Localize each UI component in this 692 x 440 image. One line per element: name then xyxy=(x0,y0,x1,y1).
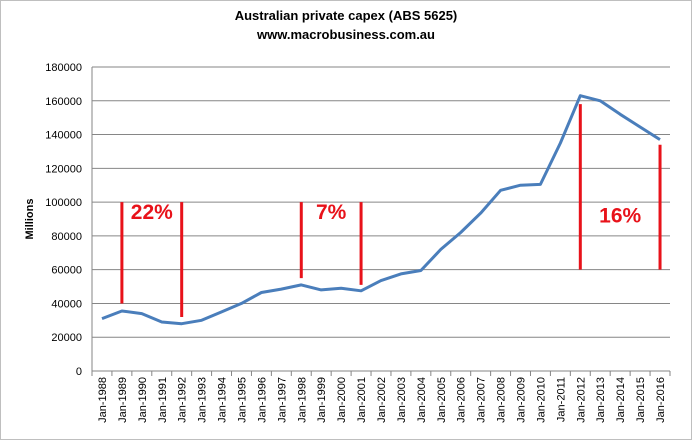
x-tick-label: Jan-1997 xyxy=(276,377,288,423)
x-tick-label: Jan-1998 xyxy=(296,377,308,423)
y-tick-label: 20000 xyxy=(51,332,82,344)
y-tick-label: 100000 xyxy=(45,197,82,209)
annotation-label: 16% xyxy=(599,204,641,227)
x-tick-label: Jan-2010 xyxy=(535,377,547,423)
x-tick-label: Jan-1994 xyxy=(217,377,229,423)
y-tick-label: 120000 xyxy=(45,163,82,175)
chart-subtitle: www.macrobusiness.com.au xyxy=(257,27,435,42)
x-tick-label: Jan-2005 xyxy=(436,377,448,423)
x-tick-label: Jan-1993 xyxy=(197,377,209,423)
x-tick-label: Jan-2003 xyxy=(396,377,408,423)
y-axis-label: Millions xyxy=(24,199,36,240)
x-tick-label: Jan-2007 xyxy=(476,377,488,423)
x-tick-label: Jan-1989 xyxy=(117,377,129,423)
x-tick-label: Jan-2011 xyxy=(555,377,567,422)
x-tick-label: Jan-2009 xyxy=(516,377,528,423)
series-line xyxy=(101,94,661,326)
x-tick-label: Jan-1996 xyxy=(256,377,268,423)
x-tick-label: Jan-2006 xyxy=(456,377,468,423)
x-tick-label: Jan-2014 xyxy=(615,377,627,423)
x-tick-label: Jan-2008 xyxy=(496,377,508,423)
x-tick-label: Jan-1995 xyxy=(236,377,248,423)
y-tick-label: 60000 xyxy=(51,265,82,277)
y-tick-label: 80000 xyxy=(51,231,82,243)
y-tick-label: 160000 xyxy=(45,96,82,108)
x-tick-label: Jan-2002 xyxy=(376,377,388,423)
x-tick-label: Jan-1990 xyxy=(137,377,149,423)
x-tick-label: Jan-2013 xyxy=(595,377,607,423)
y-tick-label: 140000 xyxy=(45,130,82,142)
y-tick-label: 0 xyxy=(76,366,82,378)
x-tick-label: Jan-2000 xyxy=(336,377,348,423)
y-tick-label: 180000 xyxy=(45,62,82,74)
x-tick-label: Jan-1991 xyxy=(157,377,169,423)
chart-title: Australian private capex (ABS 5625) xyxy=(234,8,458,23)
x-tick-label: Jan-2012 xyxy=(575,377,587,423)
x-tick-label: Jan-1992 xyxy=(177,377,189,423)
x-tick-label: Jan-2016 xyxy=(655,377,667,423)
annotation-label: 22% xyxy=(131,201,173,224)
annotation-label: 7% xyxy=(316,201,347,224)
x-tick-label: Jan-2015 xyxy=(635,377,647,423)
y-tick-label: 40000 xyxy=(51,298,82,310)
x-tick-label: Jan-2001 xyxy=(356,377,368,423)
x-tick-label: Jan-1988 xyxy=(97,377,109,423)
x-tick-label: Jan-1999 xyxy=(316,377,328,423)
x-tick-label: Jan-2004 xyxy=(416,377,428,423)
